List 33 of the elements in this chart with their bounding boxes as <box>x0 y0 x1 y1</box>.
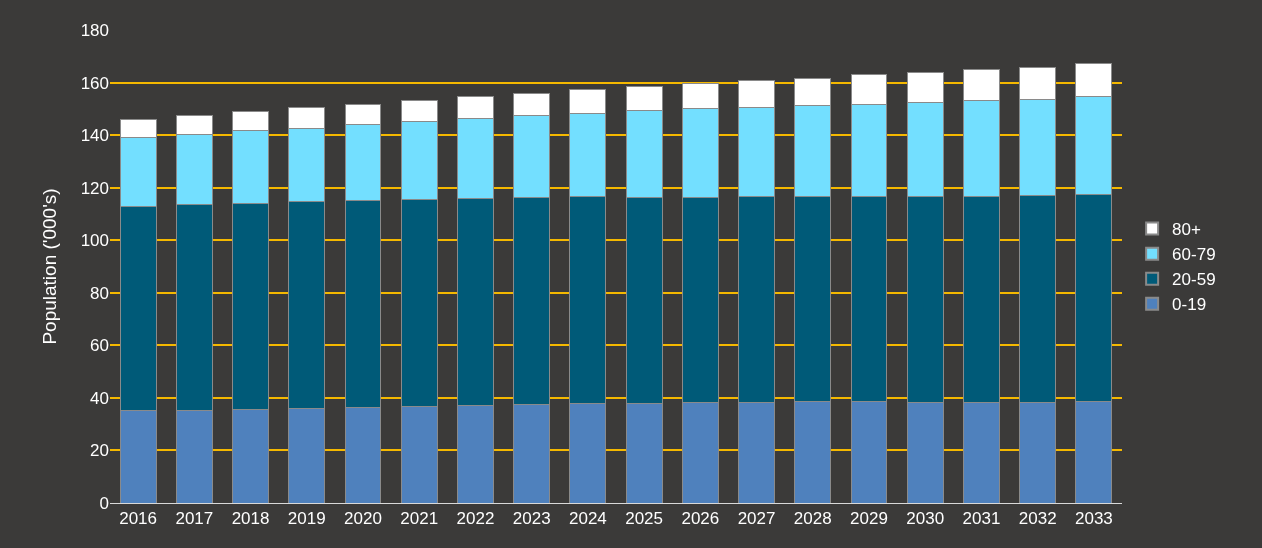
x-tick-label: 2023 <box>512 509 551 529</box>
x-tick-label: 2031 <box>962 509 1001 529</box>
y-tick-label: 40 <box>90 388 109 408</box>
x-tick-label: 2029 <box>850 509 888 529</box>
x-tick-label: 2026 <box>681 509 720 529</box>
x-tick-label: 2028 <box>793 509 832 529</box>
y-tick-label: 60 <box>90 336 109 356</box>
y-tick-label: 80 <box>90 283 109 303</box>
y-tick-label: 100 <box>80 231 109 251</box>
x-tick-label: 2016 <box>119 509 158 529</box>
x-tick-label: 2021 <box>400 509 439 529</box>
legend-label: 0-19 <box>1172 295 1207 315</box>
x-tick-label: 2018 <box>231 509 270 529</box>
y-tick-label: 160 <box>80 73 109 93</box>
legend-label: 20-59 <box>1172 270 1216 290</box>
legend-label: 60-79 <box>1172 245 1216 265</box>
x-tick-label: 2017 <box>175 509 214 529</box>
x-tick-label: 2024 <box>568 509 607 529</box>
y-tick-label: 0 <box>99 493 109 513</box>
x-tick-label: 2032 <box>1018 509 1057 529</box>
x-tick-label: 2030 <box>906 509 945 529</box>
x-tick-label: 2022 <box>456 509 495 529</box>
x-tick-label: 2019 <box>287 509 326 529</box>
y-tick-label: 20 <box>90 441 109 461</box>
x-tick-label: 2020 <box>344 509 382 529</box>
x-tick-label: 2025 <box>625 509 664 529</box>
x-tick-label: 2027 <box>737 509 776 529</box>
x-tick-label: 2033 <box>1074 509 1113 529</box>
y-axis-title: Population ('000's) <box>39 188 61 345</box>
legend-label: 80+ <box>1172 220 1202 240</box>
y-tick-label: 180 <box>80 20 109 40</box>
y-tick-label: 140 <box>80 126 109 146</box>
y-tick-label: 120 <box>80 178 109 198</box>
